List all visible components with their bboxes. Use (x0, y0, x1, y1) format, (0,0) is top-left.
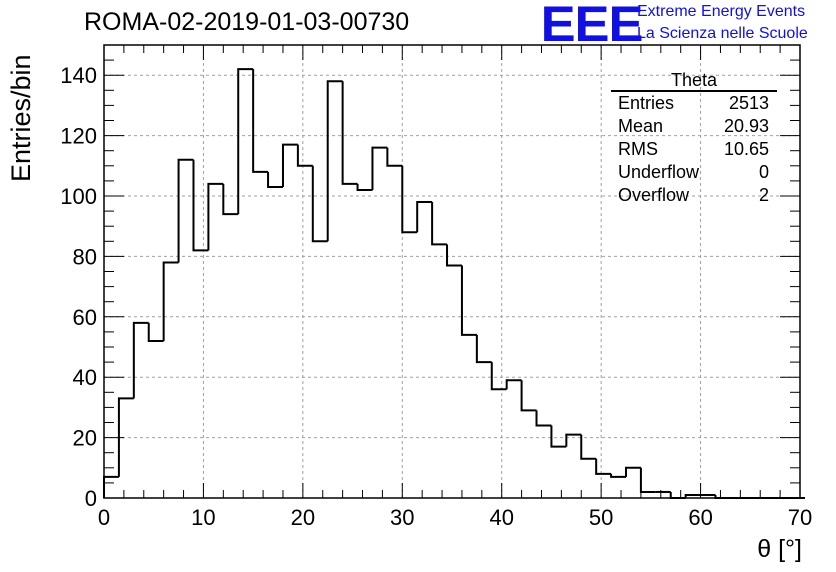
y-tick-label: 120 (60, 124, 97, 149)
stats-row: RMS 10.65 (611, 138, 777, 161)
stats-label: Underflow (618, 162, 700, 182)
histogram-bin (431, 202, 448, 246)
stats-row: Overflow 2 (611, 184, 777, 207)
histogram-bin (162, 261, 179, 341)
y-tick-label: 20 (73, 426, 97, 451)
histogram-bin (595, 458, 612, 475)
eee-logo: EEE (540, 0, 644, 52)
y-tick-label: 80 (73, 244, 97, 269)
histogram-bin (460, 265, 477, 336)
grid-lines (104, 45, 800, 498)
logo-tagline-1: Extreme Energy Events (637, 3, 806, 20)
stats-label: Mean (618, 116, 664, 136)
histogram-bars (103, 68, 805, 499)
histogram-bin (714, 494, 731, 499)
histogram-bin (281, 143, 298, 187)
histogram-bin (267, 171, 283, 188)
histogram-bin (520, 380, 537, 412)
stats-label: Overflow (618, 185, 690, 205)
stats-box: Theta Entries 2513 Mean 20.93 RMS 10.65 Und… (611, 70, 777, 207)
y-tick-label: 60 (73, 305, 97, 330)
histogram-bin (371, 146, 388, 190)
histogram-bin (386, 147, 403, 167)
x-tick-label: 10 (191, 505, 215, 530)
histogram-bin (132, 321, 149, 399)
x-tick-label: 30 (390, 505, 414, 530)
stats-title: Theta (611, 70, 777, 92)
logo-tagline-2: La Scienza nelle Scuole (637, 25, 808, 42)
histogram-bin (475, 334, 492, 364)
histogram-bin (177, 158, 194, 263)
histogram-bin (237, 68, 254, 215)
stats-value: 2 (758, 185, 769, 205)
y-tick-label: 0 (85, 486, 97, 511)
histogram-bin (252, 69, 269, 173)
stats-value: 10.65 (723, 139, 769, 159)
x-tick-label: 20 (291, 505, 315, 530)
x-tick-label: 50 (589, 505, 613, 530)
x-tick-label: 40 (489, 505, 513, 530)
histogram-bin (565, 433, 582, 447)
y-tick-label: 100 (60, 184, 97, 209)
y-axis-label: Entries/bin (6, 54, 36, 182)
histogram-bin (326, 80, 343, 242)
axis-ticks (103, 44, 801, 499)
stats-value: 0 (758, 162, 769, 182)
histogram-bin (401, 165, 418, 234)
histogram-bin (610, 473, 626, 478)
x-tick-label: 0 (98, 505, 110, 530)
histogram-bin (639, 467, 656, 493)
histogram-bin (117, 397, 134, 477)
histogram-bin (341, 81, 358, 185)
histogram-bin (669, 491, 686, 499)
stats-row: Entries 2513 (611, 92, 777, 115)
histogram-bin (535, 410, 552, 427)
stats-row: Underflow 0 (611, 161, 777, 184)
histogram-bin (103, 475, 119, 498)
stats-row: Mean 20.93 (611, 115, 777, 138)
histogram-bin (416, 201, 433, 233)
histogram-bin (311, 165, 328, 243)
histogram-bin (505, 379, 522, 390)
stats-label: Entries (618, 93, 675, 113)
histogram-bin (296, 144, 313, 167)
x-tick-label: 60 (688, 505, 712, 530)
histogram-bin (684, 493, 701, 498)
y-tick-label: 140 (60, 63, 97, 88)
stats-value: 20.93 (723, 116, 769, 136)
page-title: ROMA-02-2019-01-03-00730 (84, 8, 410, 36)
histogram-bin (192, 159, 209, 252)
histogram-bin (625, 466, 641, 477)
histogram-bin (207, 182, 224, 251)
histogram-bin (446, 244, 462, 267)
histogram-bin (222, 183, 239, 216)
histogram-bin (356, 183, 373, 191)
histogram-bin (550, 425, 567, 448)
stats-value: 2513 (728, 93, 769, 113)
histogram-bin (490, 362, 507, 391)
histogram-bin (147, 322, 164, 342)
stats-label: RMS (618, 139, 658, 159)
y-tick-label: 40 (73, 365, 97, 390)
x-tick-label: 70 (788, 505, 812, 530)
histogram-bin (580, 434, 597, 460)
x-axis-label: θ [°] (757, 535, 802, 563)
